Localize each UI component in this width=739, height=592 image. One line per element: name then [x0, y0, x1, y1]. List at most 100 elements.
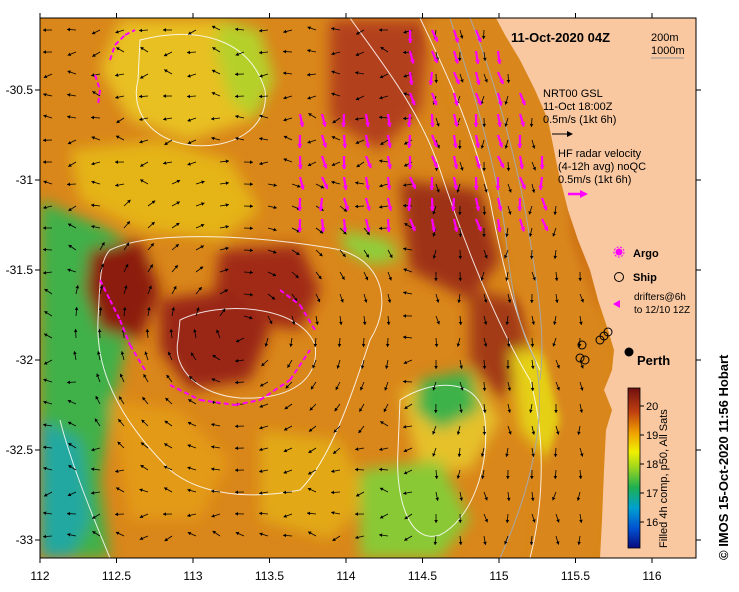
model-arrowhead	[577, 431, 581, 435]
model-arrowhead	[457, 57, 462, 61]
model-arrowhead	[164, 443, 168, 447]
model-arrowhead	[68, 223, 72, 227]
radar-scale-arrow	[568, 190, 588, 198]
model-arrowhead	[259, 137, 263, 141]
perth-marker	[624, 347, 634, 357]
model-arrowhead	[386, 321, 391, 325]
model-arrowhead	[115, 30, 119, 34]
model-arrowhead	[403, 425, 407, 429]
model-arrowhead	[403, 470, 408, 475]
model-arrowhead	[460, 79, 464, 83]
model-arrowhead	[556, 431, 560, 435]
model-arrowhead	[358, 429, 362, 434]
radar-arrowhead	[387, 206, 393, 211]
model-arrowhead	[458, 541, 463, 545]
model-arrowhead	[285, 384, 290, 389]
model-arrowhead	[120, 351, 125, 355]
radar-arrowhead	[497, 206, 503, 211]
radar-arrowhead	[428, 80, 434, 85]
model-arrowhead	[259, 469, 263, 473]
radar-arrowhead	[475, 143, 481, 148]
model-arrowhead	[460, 387, 464, 391]
model-arrowhead	[211, 136, 215, 141]
model-arrowhead	[173, 286, 177, 290]
model-arrowhead	[319, 252, 323, 257]
model-arrowhead	[235, 114, 239, 119]
model-arrowhead	[356, 31, 360, 35]
model-arrowhead	[67, 182, 71, 187]
radar-arrowhead	[538, 185, 544, 190]
model-arrowhead	[211, 423, 215, 427]
model-arrowhead	[67, 533, 71, 537]
model-arrowhead	[337, 343, 342, 347]
model-arrowhead	[531, 189, 536, 193]
model-arrowhead	[67, 421, 72, 425]
model-arrowhead	[259, 74, 263, 78]
model-arrowhead	[212, 355, 217, 359]
model-arrowhead	[187, 531, 192, 536]
model-arrowhead	[403, 335, 407, 340]
model-arrowhead	[343, 208, 348, 212]
model-arrowhead	[529, 409, 533, 413]
radar-arrowhead	[450, 206, 456, 211]
model-arrowhead	[555, 299, 559, 303]
model-arrowhead	[403, 360, 408, 365]
model-arrowhead	[507, 409, 512, 413]
model-arrowhead	[552, 496, 556, 501]
model-arrowhead	[331, 27, 335, 31]
model-arrowhead	[331, 469, 335, 473]
drifter-segment	[279, 289, 301, 306]
drifter-segment	[299, 304, 316, 331]
radar-arrowhead	[477, 226, 482, 231]
model-arrowhead	[211, 467, 215, 471]
plot-frame	[39, 17, 697, 559]
model-arrowhead	[235, 52, 240, 56]
model-arrowhead	[433, 541, 438, 545]
model-arrowhead	[307, 511, 311, 516]
model-arrowhead	[43, 270, 47, 275]
y-tick-label: -31.5	[6, 263, 34, 277]
model-arrowhead	[43, 400, 47, 405]
model-arrowhead	[91, 73, 95, 77]
model-arrowhead	[164, 537, 169, 542]
drifter-segment	[119, 319, 131, 346]
radar-arrowhead	[499, 79, 504, 84]
model-arrowhead	[380, 47, 384, 51]
model-arrowhead	[291, 321, 296, 325]
radar-arrowhead	[321, 122, 327, 127]
model-arrowhead	[577, 343, 582, 347]
drifter-segment	[199, 399, 236, 406]
model-arrowhead	[356, 493, 360, 497]
model-arrowhead	[283, 29, 287, 34]
drifter-segment	[109, 299, 121, 321]
radar-arrowhead	[520, 121, 526, 127]
model-arrowhead	[140, 163, 144, 167]
model-arrowhead	[379, 487, 384, 491]
model-arrowhead	[118, 419, 122, 423]
model-arrowhead	[264, 343, 269, 347]
model-arrowhead	[458, 321, 463, 325]
drifter-segment	[289, 349, 311, 381]
model-arrowhead	[75, 285, 80, 289]
model-arrowhead	[187, 50, 191, 55]
model-arrowhead	[166, 374, 170, 379]
model-scale-arrow	[552, 131, 573, 137]
model-arrowhead	[283, 470, 288, 474]
radar-arrowhead	[429, 122, 435, 127]
model-arrowhead	[67, 380, 71, 385]
radar-arrowhead	[322, 142, 328, 148]
contour-label-200: 200m	[651, 32, 679, 44]
model-arrowhead	[481, 35, 486, 39]
drifter-segment	[129, 344, 146, 371]
x-tick-label: 113.5	[255, 569, 284, 583]
model-arrowhead	[480, 453, 485, 457]
model-arrowhead	[319, 230, 324, 234]
radar-scale: 0.5m/s (1kt 6h)	[558, 174, 631, 186]
radar-arrowhead	[386, 227, 392, 232]
model-arrowhead	[579, 321, 583, 325]
model-arrowhead	[67, 93, 71, 97]
model-arrowhead	[297, 184, 301, 188]
model-arrowhead	[458, 145, 462, 149]
contour-label-1000: 1000m	[651, 45, 685, 57]
model-arrowhead	[505, 277, 509, 281]
